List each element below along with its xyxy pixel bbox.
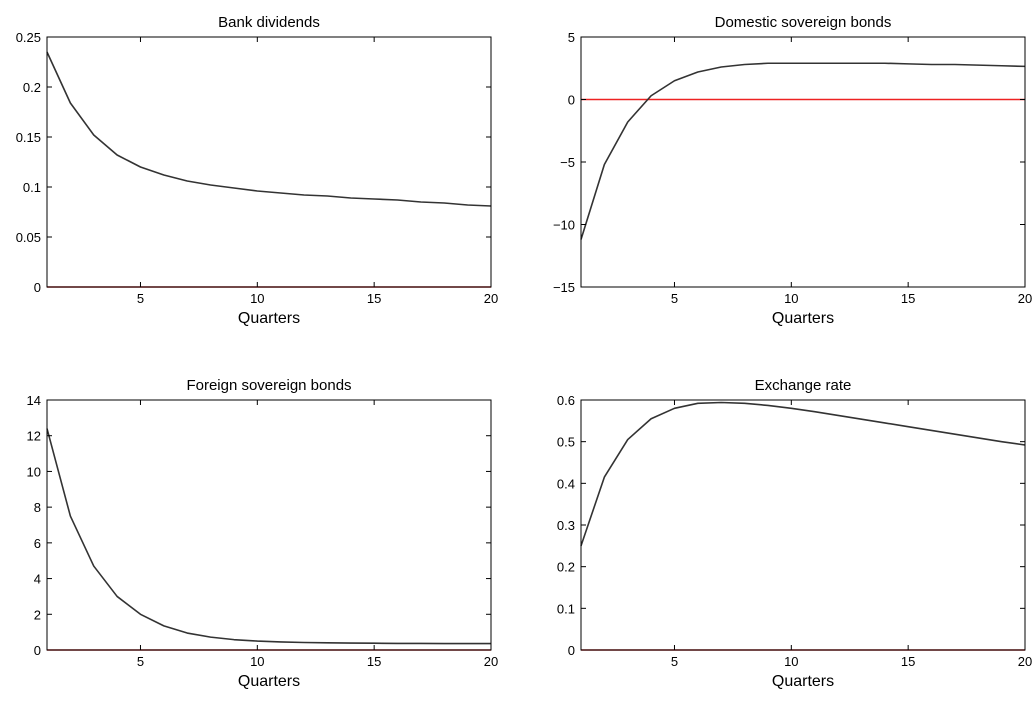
y-tick-label: −15 <box>553 280 575 295</box>
plot-area <box>47 37 491 287</box>
y-tick-label: 0.1 <box>23 180 41 195</box>
chart-panel-3: 5 10 15 20 0 2 4 6 8 10 12 14 Foreign sovereign bond… <box>27 377 499 690</box>
series-line <box>580 401 1026 547</box>
y-tick-label: 4 <box>34 572 41 587</box>
axes-frame <box>46 36 492 288</box>
y-tick-label: 0.15 <box>16 130 41 145</box>
x-axis-label: Quarters <box>772 673 834 690</box>
plot-area <box>581 400 1025 650</box>
y-tick-label: 8 <box>34 500 41 515</box>
x-tick-label: 5 <box>671 291 678 306</box>
y-tick-label: 2 <box>34 607 41 622</box>
x-tick-label: 20 <box>484 291 498 306</box>
y-tick-label: 0.05 <box>16 230 41 245</box>
y-tick-label: −5 <box>560 155 575 170</box>
axes-frame <box>46 399 492 651</box>
x-axis-label: Quarters <box>238 673 300 690</box>
y-tick-label: 0.1 <box>557 601 575 616</box>
x-tick-label: 5 <box>137 654 144 669</box>
y-tick-label: −10 <box>553 218 575 233</box>
y-tick-label: 0.5 <box>557 435 575 450</box>
y-tick-label: 12 <box>27 429 41 444</box>
plot-area <box>47 400 491 650</box>
chart-title: Exchange rate <box>755 377 852 394</box>
x-axis-label: Quarters <box>238 310 300 327</box>
x-tick-label: 5 <box>137 291 144 306</box>
x-tick-label: 20 <box>484 654 498 669</box>
x-tick-label: 15 <box>367 654 381 669</box>
y-tick-label: 6 <box>34 536 41 551</box>
series-line <box>46 428 491 645</box>
y-tick-label: 0.2 <box>23 80 41 95</box>
series-line <box>46 51 492 207</box>
y-tick-label: 0 <box>568 93 575 108</box>
x-tick-label: 10 <box>250 291 264 306</box>
x-tick-label: 10 <box>784 654 798 669</box>
x-axis-label: Quarters <box>772 310 834 327</box>
y-tick-label: 0 <box>568 643 575 658</box>
chart-title: Bank dividends <box>218 14 320 31</box>
y-tick-label: 14 <box>27 393 41 408</box>
chart-panel-4: 5 10 15 20 0 0.1 0.2 0.3 0.4 0.5 0.6 Exchange rate Q… <box>557 377 1032 690</box>
x-tick-label: 15 <box>367 291 381 306</box>
chart-panel-2: 5 10 15 20 −15 −10 −5 0 5 Domestic sovereign bond… <box>553 14 1032 327</box>
y-tick-label: 0 <box>34 280 41 295</box>
y-tick-label: 0.6 <box>557 393 575 408</box>
x-tick-label: 15 <box>901 654 915 669</box>
x-tick-label: 20 <box>1018 654 1032 669</box>
y-tick-label: 0.3 <box>557 518 575 533</box>
y-tick-label: 5 <box>568 30 575 45</box>
y-tick-label: 0.25 <box>16 30 41 45</box>
plot-area <box>581 37 1025 287</box>
chart-title: Foreign sovereign bonds <box>186 377 351 394</box>
x-tick-label: 5 <box>671 654 678 669</box>
series-line <box>580 62 1026 240</box>
chart-title: Domestic sovereign bonds <box>715 14 892 31</box>
x-tick-label: 20 <box>1018 291 1032 306</box>
chart-panel-1: 5 10 15 20 0 0.05 0.1 0.15 0.2 0.25 Bank dividends… <box>16 14 499 327</box>
x-tick-label: 15 <box>901 291 915 306</box>
y-tick-label: 0.2 <box>557 560 575 575</box>
y-tick-label: 10 <box>27 464 41 479</box>
y-tick-label: 0.4 <box>557 476 575 491</box>
x-tick-label: 10 <box>250 654 264 669</box>
y-tick-label: 0 <box>34 643 41 658</box>
x-tick-label: 10 <box>784 291 798 306</box>
